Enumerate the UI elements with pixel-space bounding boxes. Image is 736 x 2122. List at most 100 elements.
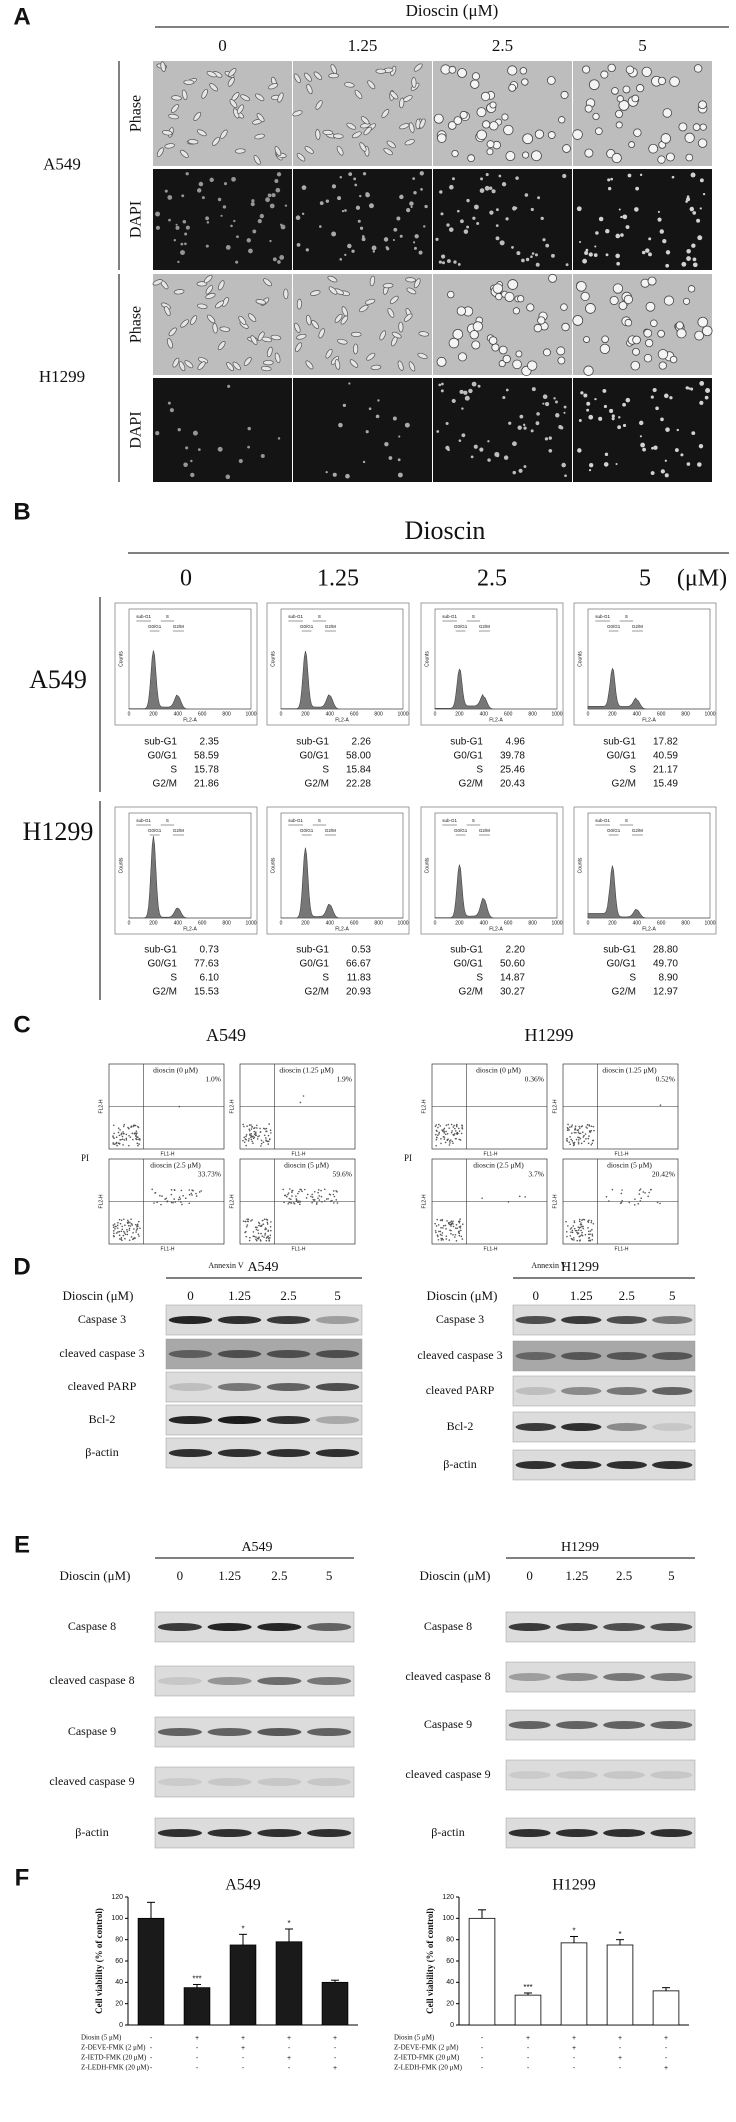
nucleus — [368, 203, 374, 209]
cell — [367, 80, 376, 90]
nucleus — [269, 239, 272, 243]
event — [129, 1136, 132, 1138]
cell — [403, 313, 413, 322]
cell — [582, 65, 591, 74]
event — [336, 1202, 339, 1204]
event — [166, 1200, 168, 1203]
dose: 5 — [668, 1568, 675, 1583]
event — [266, 1236, 268, 1239]
event — [439, 1125, 442, 1127]
event — [267, 1134, 270, 1137]
bar — [560, 1942, 588, 2026]
nucleus — [593, 253, 598, 258]
event — [180, 1201, 182, 1203]
dose-label: Dioscin (μM) — [63, 1288, 134, 1303]
dose: 2.5 — [616, 1568, 632, 1583]
nucleus — [691, 431, 696, 436]
nucleus — [616, 261, 620, 266]
event — [123, 1139, 126, 1141]
panel-label: C — [13, 1011, 30, 1038]
cell — [181, 89, 188, 101]
nucleus — [505, 388, 509, 392]
event — [639, 1200, 642, 1202]
event — [123, 1230, 125, 1233]
phase-value: 12.97 — [653, 987, 678, 998]
dose: 1.25 — [570, 1288, 593, 1303]
event — [299, 1203, 301, 1206]
axis-title: Dioscin (μM) — [406, 1, 499, 20]
y-tick-label: 80 — [446, 1937, 454, 1944]
band — [606, 1387, 647, 1395]
cell — [411, 77, 417, 88]
cell — [327, 275, 338, 283]
event — [161, 1195, 163, 1197]
phase-value: 20.43 — [500, 779, 525, 790]
nucleus — [331, 231, 337, 237]
cell — [397, 360, 404, 371]
y-tick-label: 120 — [111, 1894, 123, 1901]
cell — [351, 131, 362, 139]
event — [435, 1144, 437, 1147]
event — [454, 1236, 456, 1238]
event — [438, 1133, 440, 1135]
event — [591, 1233, 594, 1236]
cell — [330, 64, 338, 75]
cell — [470, 79, 480, 89]
event — [200, 1190, 203, 1192]
cell — [160, 61, 166, 72]
nucleus — [412, 177, 416, 181]
band — [266, 1383, 311, 1391]
nucleus — [517, 425, 522, 430]
event — [154, 1192, 156, 1194]
cell — [232, 361, 241, 371]
event — [137, 1233, 140, 1236]
gate-label: G2/M — [173, 624, 184, 629]
event — [590, 1219, 593, 1222]
event — [114, 1225, 117, 1228]
nucleus — [622, 402, 626, 407]
event — [572, 1142, 575, 1144]
treatment-label: Z-DEVE-FMK (2 μM) — [394, 2044, 459, 2052]
nucleus — [368, 407, 372, 411]
panel-label: E — [14, 1531, 30, 1558]
event — [649, 1188, 652, 1191]
event — [287, 1193, 289, 1196]
cell — [164, 143, 175, 149]
bar — [275, 1941, 303, 2026]
event — [165, 1197, 168, 1200]
event — [581, 1219, 583, 1222]
event — [170, 1193, 173, 1196]
x-tick-label: 1000 — [397, 711, 408, 717]
event — [130, 1222, 133, 1225]
phase-label: sub-G1 — [450, 945, 483, 956]
phase-value: 15.84 — [346, 765, 371, 776]
event — [248, 1124, 251, 1126]
phase-image — [433, 274, 572, 375]
x-tick-label: 200 — [149, 920, 158, 926]
nucleus — [696, 218, 701, 223]
nucleus — [542, 238, 546, 242]
band — [606, 1423, 647, 1431]
event — [320, 1195, 323, 1198]
nucleus — [351, 249, 355, 253]
event — [449, 1139, 452, 1141]
nucleus — [559, 425, 564, 430]
nucleus — [446, 223, 450, 227]
y-tick-label: 120 — [442, 1894, 454, 1901]
event — [587, 1233, 590, 1236]
blot-strip — [154, 1766, 355, 1798]
event — [458, 1231, 460, 1234]
nucleus — [396, 216, 401, 221]
event — [580, 1222, 582, 1224]
cell — [669, 355, 678, 364]
event — [172, 1201, 174, 1204]
x-tick-label: 400 — [480, 920, 489, 926]
nucleus — [516, 251, 521, 256]
event — [255, 1238, 257, 1241]
dose: 5 — [334, 1288, 341, 1303]
cell — [618, 100, 630, 111]
event — [587, 1221, 590, 1223]
nucleus — [565, 263, 569, 267]
cell — [657, 76, 666, 85]
cell — [658, 361, 667, 370]
